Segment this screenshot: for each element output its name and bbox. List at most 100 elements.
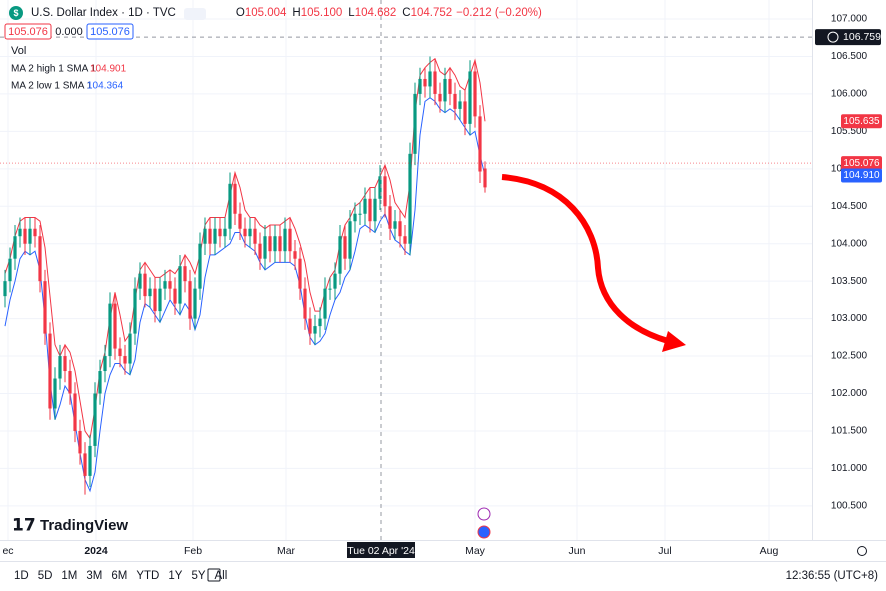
candle-body (63, 356, 67, 372)
brand-logo: 𝟭𝟳 (12, 515, 36, 534)
date-range-icon[interactable] (207, 568, 221, 582)
crosshair-y-box (815, 29, 881, 46)
hide-button[interactable] (184, 8, 206, 20)
ohlc-key: C (402, 7, 410, 19)
candle-body (53, 378, 57, 409)
y-tick-label: 103.500 (831, 276, 868, 287)
candle-body (428, 71, 432, 87)
candle-body (38, 236, 42, 282)
candle-body (238, 213, 242, 229)
candle-body (48, 333, 52, 409)
range-button[interactable]: 1Y (168, 570, 182, 582)
range-button[interactable]: All (215, 570, 228, 582)
candle-body (403, 236, 407, 244)
candle-body (273, 236, 277, 252)
candle-body (123, 356, 127, 364)
x-tick-label: Jul (658, 545, 671, 557)
price-label-box (841, 156, 882, 171)
clock: 12:36:55 (UTC+8) (786, 570, 879, 582)
buy-box[interactable] (86, 23, 134, 40)
candle-body (43, 281, 47, 334)
candle-body (448, 78, 452, 94)
sell-box[interactable] (4, 23, 52, 40)
candle-body (433, 71, 437, 94)
candle-body (293, 251, 297, 259)
crosshair-plus[interactable] (827, 31, 839, 43)
candle-body (13, 236, 17, 259)
candle-body (18, 228, 22, 237)
brand-name: TradingView (40, 517, 128, 534)
sell-price[interactable]: 105.076 (8, 26, 48, 38)
candle-body (483, 168, 487, 188)
candle-body (213, 228, 217, 244)
x-tick-label: May (465, 545, 486, 557)
event-icon[interactable] (477, 507, 491, 521)
symbol-icon-glyph: $ (13, 8, 18, 18)
candle-body (198, 243, 202, 289)
y-tick-label: 101.000 (831, 463, 868, 474)
candle-body (318, 318, 322, 327)
candle-body (153, 288, 157, 312)
candle-body (463, 101, 467, 124)
candle-body (338, 236, 342, 274)
candle-body (323, 288, 327, 319)
settings-icon[interactable] (857, 546, 867, 556)
y-tick-label: 103.000 (831, 313, 868, 324)
candle-body (243, 228, 247, 237)
candle-body (383, 176, 387, 207)
range-button[interactable]: 5D (38, 570, 53, 582)
candle-body (188, 281, 192, 319)
legend-entry: MA 2 high 1 SMA 1 (11, 64, 96, 75)
flag-icon[interactable] (477, 525, 491, 539)
range-button[interactable]: 1D (14, 570, 29, 582)
candle-body (113, 303, 117, 349)
buy-price[interactable]: 105.076 (90, 26, 130, 38)
range-button[interactable]: 5Y (191, 570, 205, 582)
candle-body (353, 213, 357, 222)
legend-value: 104.364 (87, 81, 124, 92)
range-button[interactable]: 1M (61, 570, 77, 582)
candle-body (258, 243, 262, 259)
candle-body (8, 258, 12, 282)
candle-body (253, 228, 257, 244)
candle-body (248, 228, 252, 237)
y-tick-label: 102.500 (831, 351, 868, 362)
candle-body (363, 198, 367, 214)
price-label-box (841, 114, 882, 129)
candle-body (478, 116, 482, 172)
candle-body (143, 273, 147, 297)
y-tick-label: 102.000 (831, 388, 868, 399)
ohlc-key: H (292, 7, 300, 19)
price-label: 105.076 (843, 158, 880, 169)
candle-body (203, 228, 207, 244)
candle-body (183, 266, 187, 282)
y-tick-label: 104.000 (831, 238, 868, 249)
candle-body (398, 221, 402, 237)
y-tick-label: 101.500 (831, 426, 868, 437)
candle-body (108, 303, 112, 357)
ohlc-key: L (348, 7, 355, 19)
range-button[interactable]: 6M (111, 570, 127, 582)
candle-body (408, 153, 412, 244)
y-tick-label: 100.500 (831, 500, 868, 511)
candle-body (78, 430, 82, 454)
y-tick-label: 104.500 (831, 201, 868, 212)
candle-body (413, 93, 417, 154)
candle-body (373, 198, 377, 222)
ohlc-value: 105.100 (301, 7, 343, 19)
range-button[interactable]: YTD (136, 570, 159, 582)
candle-body (358, 213, 362, 215)
candle-body (418, 78, 422, 94)
ma-line (4, 57, 486, 440)
candle-body (133, 288, 137, 334)
candle-body (148, 288, 152, 297)
candle-body (423, 78, 427, 87)
symbol-icon (9, 6, 23, 20)
symbol-name: U.S. Dollar Index · 1D · TVC (31, 7, 176, 19)
range-button[interactable]: 3M (86, 570, 102, 582)
candle-body (263, 236, 267, 259)
candle-body (168, 281, 172, 289)
x-tick-label: Jun (569, 545, 586, 557)
candle-body (268, 236, 272, 252)
